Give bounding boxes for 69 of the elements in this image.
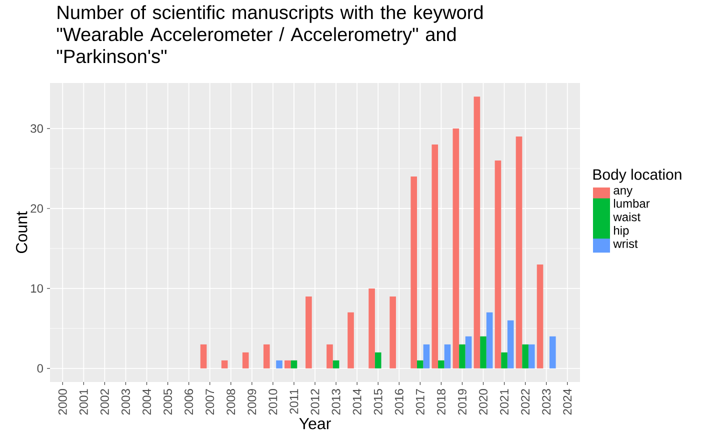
bar — [306, 296, 312, 368]
bar — [465, 336, 472, 368]
y-tick-label: 30 — [30, 124, 44, 133]
x-tick-label: 2013 — [332, 389, 340, 415]
bar — [276, 360, 282, 368]
x-tick-label: 2021 — [500, 389, 509, 415]
x-tick-label: 2024 — [563, 388, 572, 415]
x-tick-label: 2019 — [458, 389, 466, 415]
bar — [550, 336, 556, 368]
bar — [284, 360, 291, 368]
bar — [368, 288, 375, 368]
bar — [438, 360, 444, 368]
x-tick-label: 2017 — [416, 389, 424, 415]
bar — [374, 352, 382, 368]
x-tick-label: 2023 — [542, 389, 551, 415]
bar — [452, 128, 460, 368]
x-tick-label: 2000 — [58, 388, 67, 415]
bar — [200, 344, 207, 368]
x-tick-label: 2012 — [310, 389, 320, 415]
bar — [221, 360, 228, 368]
x-tick-label: 2009 — [248, 389, 256, 415]
bar — [444, 344, 451, 368]
x-tick-label: 2010 — [268, 388, 278, 415]
bar — [390, 296, 396, 368]
x-tick-label: 2014 — [352, 388, 362, 415]
bar — [459, 344, 466, 368]
x-tick-label: 2008 — [226, 389, 236, 415]
bar — [474, 96, 480, 368]
bar — [507, 320, 514, 368]
x-tick-label: 2011 — [290, 389, 298, 414]
bar — [290, 360, 298, 368]
bar — [423, 344, 430, 368]
x-tick-label: 2015 — [374, 389, 382, 415]
x-tick-label: 2018 — [436, 389, 446, 415]
chart-title: Number of scientific manuscripts with the keyword "Wearable Accelerometer / Accelerometry" and "Parkinson's" — [57, 5, 483, 64]
bar — [522, 344, 528, 368]
bar — [417, 360, 424, 368]
bar — [348, 312, 354, 368]
bar — [332, 360, 340, 368]
bar — [516, 136, 522, 368]
bar — [536, 264, 544, 368]
bar — [528, 344, 535, 368]
bar — [480, 336, 486, 368]
bar — [242, 352, 249, 368]
y-axis-title: Count — [16, 211, 28, 254]
x-tick-label: 2005 — [164, 389, 172, 415]
x-tick-label: 2002 — [100, 389, 109, 415]
legend-label: wrist — [613, 239, 638, 248]
x-tick-label: 2020 — [479, 388, 488, 415]
y-tick-label: 0 — [37, 364, 44, 373]
legend-label: any — [614, 188, 633, 197]
x-tick-label: 2022 — [521, 389, 530, 415]
bar — [410, 176, 418, 368]
x-tick-label: 2003 — [121, 389, 130, 415]
x-tick-label: 2006 — [184, 389, 194, 415]
x-tick-label: 2016 — [394, 389, 404, 415]
bar — [486, 312, 493, 368]
y-tick-label: 10 — [31, 284, 44, 293]
x-tick-label: 2007 — [206, 389, 214, 415]
x-tick-label: 2004 — [142, 388, 151, 415]
bar — [494, 160, 502, 368]
x-axis-title: Year — [299, 418, 331, 430]
x-tick-label: 2001 — [79, 389, 88, 415]
legend-title: Body location — [593, 168, 682, 183]
bar — [432, 144, 438, 368]
bar — [263, 344, 270, 368]
y-tick-label: 20 — [30, 204, 44, 213]
bar — [501, 352, 508, 368]
bar — [326, 344, 333, 368]
